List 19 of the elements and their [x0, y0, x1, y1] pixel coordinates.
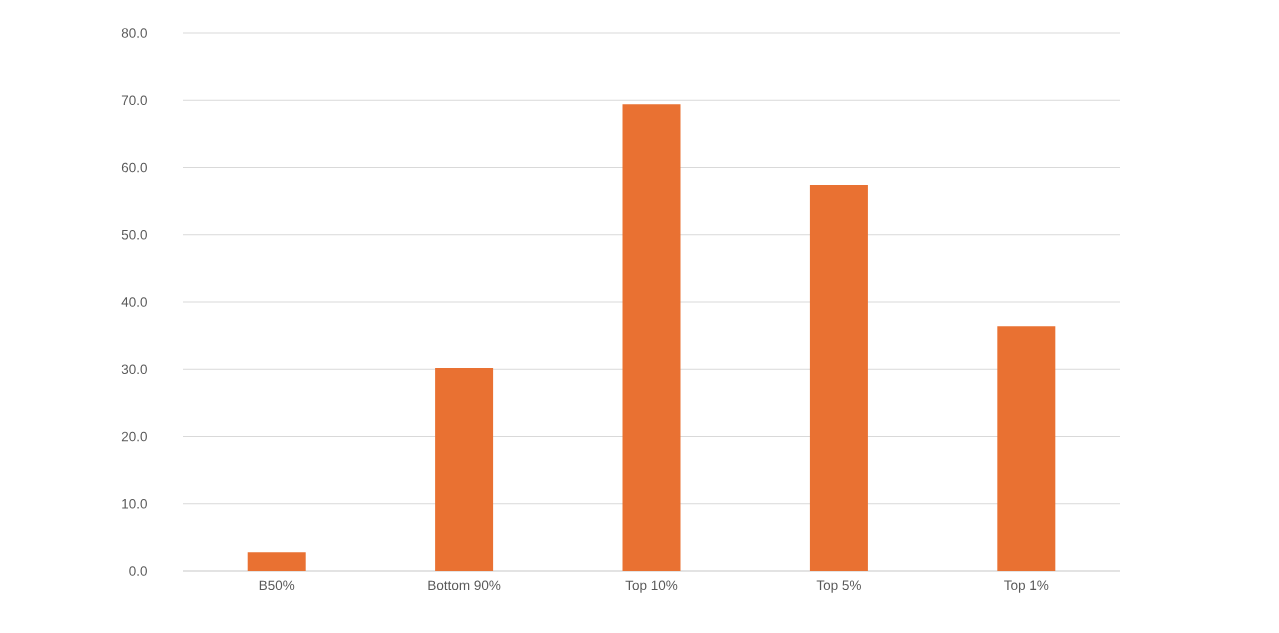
y-tick-label: 80.0	[121, 28, 147, 38]
x-tick-label: Top 10%	[625, 580, 678, 593]
x-tick-label: B50%	[259, 580, 295, 591]
y-tick-label: 50.0	[121, 229, 147, 240]
bar	[435, 367, 494, 571]
x-tick-label: Bottom 90%	[428, 580, 501, 591]
y-tick-label: 0.0	[129, 566, 147, 576]
y-tick-label: 20.0	[121, 431, 147, 442]
y-tick-label: 70.0	[121, 95, 147, 106]
x-tick-label: Top 1%	[1004, 580, 1049, 593]
y-tick-label: 40.0	[121, 297, 147, 307]
bar	[809, 184, 868, 571]
y-tick-label: 10.0	[122, 498, 147, 509]
y-tick-label: 60.0	[121, 162, 147, 173]
x-tick-label: Top 5%	[816, 580, 861, 593]
y-tick-label: 30.0	[121, 364, 147, 375]
bar	[622, 104, 681, 571]
bar	[997, 326, 1056, 571]
bar	[247, 552, 306, 571]
